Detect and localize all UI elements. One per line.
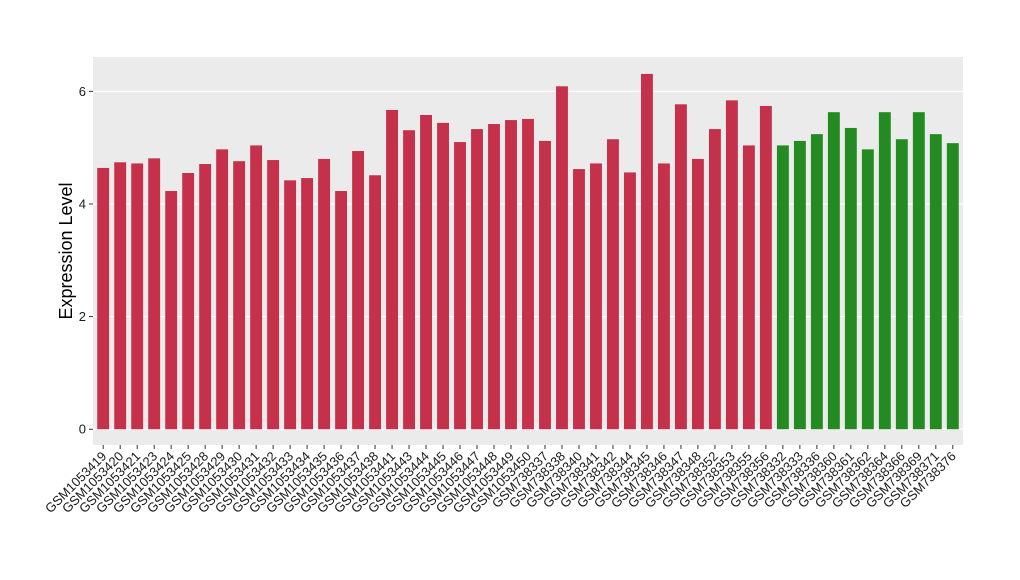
bar [471,129,483,430]
y-axis-title: Expression Level [56,182,76,319]
bar [165,191,178,430]
bar [352,151,365,430]
bar [556,86,568,430]
bar [895,139,908,430]
bar [131,163,144,430]
bar [403,130,416,430]
bar [946,143,959,430]
bar [267,160,280,430]
bar [573,169,585,430]
bar [742,145,755,430]
bar [827,112,840,430]
y-tick-label: 6 [79,84,86,99]
bar [929,134,942,430]
bar [454,142,466,430]
bar [539,140,551,430]
bar [335,191,348,430]
bar [505,120,517,430]
bar [318,158,331,430]
bar [878,112,891,430]
y-tick-label: 4 [79,196,86,211]
bar [437,122,449,430]
y-tick-label: 2 [79,309,86,324]
bar [691,158,704,430]
bar [674,104,687,430]
bar [607,139,619,430]
bar [199,163,212,430]
bar [250,145,263,430]
bar [810,134,823,430]
bar [284,180,297,430]
bar [861,149,874,430]
bar [216,149,229,430]
bar [369,175,382,430]
bar [420,115,432,430]
bar [776,145,789,430]
bar [233,161,246,430]
bar [640,73,653,430]
bar [657,163,670,430]
bar [182,173,195,430]
bar [148,158,161,430]
bar [522,118,534,430]
bar [708,129,721,430]
bar [624,172,636,430]
bar [488,124,500,430]
bar [590,163,602,430]
bar [386,109,399,430]
bar [844,127,857,430]
bar [114,162,127,430]
bar [912,112,925,430]
y-tick-label: 0 [79,422,86,437]
bar [301,178,314,430]
bar [793,140,806,430]
bar [725,100,738,430]
bar [97,167,110,430]
bar [759,105,772,430]
